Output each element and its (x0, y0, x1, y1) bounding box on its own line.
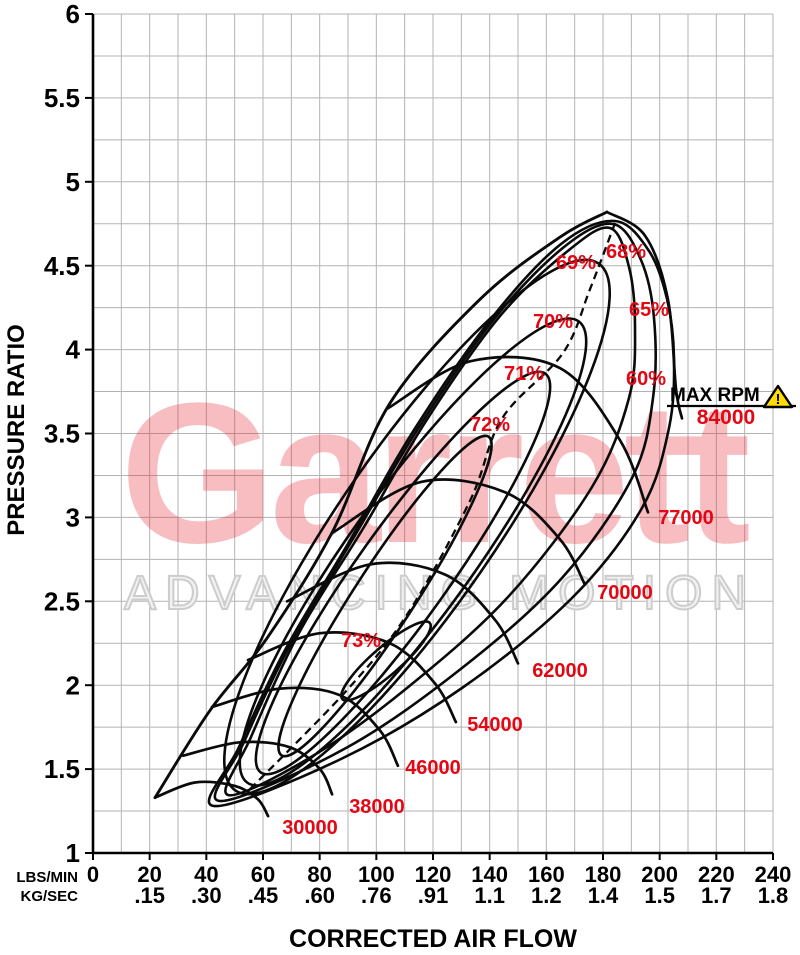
y-tick-label: 3.5 (44, 419, 80, 449)
axis-tick-labels: 6 5.5 5 4.5 4 3.5 3 2.5 2 1.5 10 20.15 40.30 60.45 80.… (44, 0, 792, 908)
x-tick-label-lbs: 0 (87, 862, 99, 887)
efficiency-island-71 (254, 370, 552, 776)
x-axis-unit-kg-sec: KG/SEC (20, 888, 78, 905)
x-tick-label-kg: 1.1 (474, 883, 505, 908)
speed-line-62000 (285, 561, 520, 665)
efficiency-island-68 (224, 226, 637, 797)
x-tick-label-lbs: 240 (755, 862, 792, 887)
x-tick-label-kg: 1.2 (531, 883, 562, 908)
x-tick-label-kg: .91 (418, 883, 449, 908)
peak-efficiency-line-path (249, 219, 618, 791)
y-tick-label: 1 (66, 838, 80, 868)
efficiency-label-73: 73% (341, 630, 381, 652)
efficiency-label-68: 68% (606, 241, 646, 263)
x-tick-label-lbs: 160 (528, 862, 565, 887)
y-tick-label: 2 (66, 670, 80, 700)
speed-label-70000: 70000 (597, 582, 653, 604)
warning-exclamation: ! (776, 391, 781, 408)
efficiency-island-72 (277, 434, 493, 758)
x-tick-label-lbs: 100 (358, 862, 395, 887)
max-rpm-callout: MAX RPM ! 84000 (667, 384, 796, 429)
x-tick-label-kg: .15 (134, 883, 165, 908)
y-tick-label: 4 (66, 335, 81, 365)
speed-label-46000: 46000 (405, 757, 461, 779)
x-tick-label-lbs: 20 (137, 862, 161, 887)
x-axis-title: CORRECTED AIR FLOW (289, 925, 577, 953)
speed-label-30000: 30000 (282, 817, 338, 839)
x-axis-unit-lbs-min: LBS/MIN (16, 869, 78, 886)
speed-label-38000: 38000 (349, 796, 405, 818)
y-tick-label: 1.5 (44, 754, 80, 784)
surge-line-path (153, 210, 609, 800)
efficiency-label-71: 71% (504, 363, 544, 385)
efficiency-label-60: 60% (626, 368, 666, 390)
peak-efficiency-dashed-line (249, 219, 618, 791)
x-tick-label-lbs: 120 (415, 862, 452, 887)
y-tick-label: 5.5 (44, 83, 80, 113)
y-tick-label: 5 (66, 167, 80, 197)
speed-label-77000: 77000 (658, 507, 714, 529)
y-tick-label: 4.5 (44, 251, 80, 281)
y-tick-label: 3 (66, 503, 80, 533)
speed-line-54000 (246, 631, 458, 724)
x-tick-label-kg: 1.8 (758, 883, 789, 908)
grid-lines (92, 13, 774, 854)
efficiency-label-69: 69% (556, 252, 596, 274)
speed-line-70000 (331, 478, 587, 586)
efficiency-label-65: 65% (629, 299, 669, 321)
speed-lines (153, 210, 684, 818)
x-tick-label-lbs: 140 (471, 862, 508, 887)
x-tick-label-lbs: 60 (251, 862, 275, 887)
warning-triangle-icon (762, 384, 794, 409)
speed-line-30000 (153, 780, 270, 818)
efficiency-label-70: 70% (533, 311, 573, 333)
x-tick-label-lbs: 220 (698, 862, 735, 887)
speed-line-84000 (605, 210, 684, 420)
speed-line-77000 (386, 355, 650, 514)
speed-line-46000 (210, 686, 400, 768)
x-tick-label-kg: .30 (191, 883, 222, 908)
x-tick-label-kg: 1.4 (588, 883, 619, 908)
efficiency-island-60 (207, 219, 676, 808)
x-tick-label-kg: .60 (304, 883, 335, 908)
max-rpm-label: MAX RPM (670, 385, 760, 406)
speed-label-62000: 62000 (532, 660, 588, 682)
y-axis-title: PRESSURE RATIO (3, 324, 30, 536)
y-tick-label: 2.5 (44, 586, 80, 616)
efficiency-island-70 (238, 317, 588, 787)
surge-line (153, 210, 609, 800)
efficiency-island-65 (213, 222, 657, 803)
x-tick-label-kg: 1.7 (701, 883, 732, 908)
x-tick-label-kg: .45 (248, 883, 279, 908)
speed-label-54000: 54000 (467, 714, 523, 736)
x-tick-label-kg: .76 (361, 883, 392, 908)
x-tick-label-lbs: 80 (307, 862, 331, 887)
axis-ticks (85, 13, 774, 860)
x-tick-label-lbs: 200 (641, 862, 678, 887)
speed-line-38000 (181, 740, 334, 796)
max-rpm-value: 84000 (697, 406, 755, 429)
x-tick-label-kg: 1.5 (644, 883, 675, 908)
x-tick-label-lbs: 180 (585, 862, 622, 887)
x-tick-label-lbs: 40 (194, 862, 218, 887)
efficiency-label-72: 72% (470, 414, 510, 436)
y-tick-label: 6 (66, 0, 80, 29)
efficiency-island-73 (339, 620, 433, 702)
